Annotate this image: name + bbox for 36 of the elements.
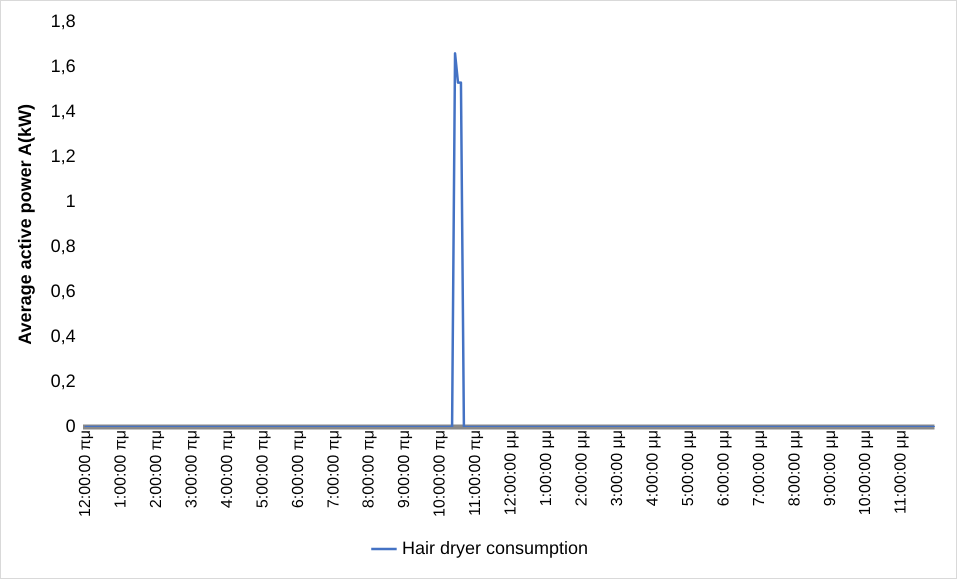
x-tick-label: 1:00:00 μμ [538,430,556,506]
y-tick-label: 0,6 [50,280,76,301]
y-tick-label: 0 [66,416,76,436]
x-tick-label: 2:00:00 μμ [574,430,591,506]
x-tick-label: 8:00:00 μμ [786,430,804,506]
y-tick-label: 0,4 [50,326,76,346]
y-tick-label: 1 [66,190,76,211]
x-tick-label: 7:00:00 μμ [750,430,768,506]
x-tick-label: 11:00:00 πμ [467,430,484,516]
x-tick-label: 1:00:00 πμ [112,430,130,508]
x-tick-label: 6:00:00 πμ [290,430,307,508]
y-tick-label: 1,2 [50,146,76,166]
x-tick-label: 5:00:00 πμ [254,430,272,508]
x-tick-label: 9:00:00 μμ [822,430,839,506]
x-tick-label: 3:00:00 πμ [183,430,200,508]
legend-label: Hair dryer consumption [402,538,588,558]
y-tick-label: 1,8 [50,10,76,31]
x-tick-label: 4:00:00 μμ [644,430,662,506]
y-tick-label: 0,2 [50,370,76,391]
x-tick-label: 5:00:00 μμ [680,430,697,506]
x-tick-label: 4:00:00 πμ [218,430,236,508]
x-tick-label: 10:00:00 μμ [857,430,874,516]
x-tick-label: 12:00:00 μμ [502,430,520,516]
y-tick-label: 1,6 [50,56,76,76]
x-tick-label: 9:00:00 πμ [396,430,414,508]
y-tick-label: 0,8 [50,236,76,256]
y-axis-title: Average active power A(kW) [14,104,35,345]
x-tick-label: 7:00:00 πμ [325,430,342,508]
y-tick-label: 1,4 [50,100,76,121]
x-tick-label: 6:00:00 μμ [715,430,732,506]
x-tick-label: 11:00:00 μμ [892,430,910,514]
x-tick-label: 3:00:00 μμ [608,430,626,506]
x-tick-label: 2:00:00 πμ [148,430,165,508]
x-tick-label: 12:00:00 πμ [77,430,94,517]
x-tick-label: 10:00:00 πμ [432,430,449,517]
x-tick-label: 8:00:00 πμ [360,430,378,508]
